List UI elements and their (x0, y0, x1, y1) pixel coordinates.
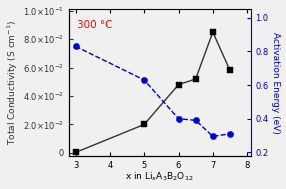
Text: 300 °C: 300 °C (77, 20, 113, 30)
Y-axis label: Activation Energy (eV): Activation Energy (eV) (271, 32, 281, 133)
Y-axis label: Total Conductivity (S cm$^{-1}$): Total Conductivity (S cm$^{-1}$) (5, 20, 20, 145)
X-axis label: x in Li$_x$A$_3$B$_2$O$_{12}$: x in Li$_x$A$_3$B$_2$O$_{12}$ (126, 171, 194, 184)
